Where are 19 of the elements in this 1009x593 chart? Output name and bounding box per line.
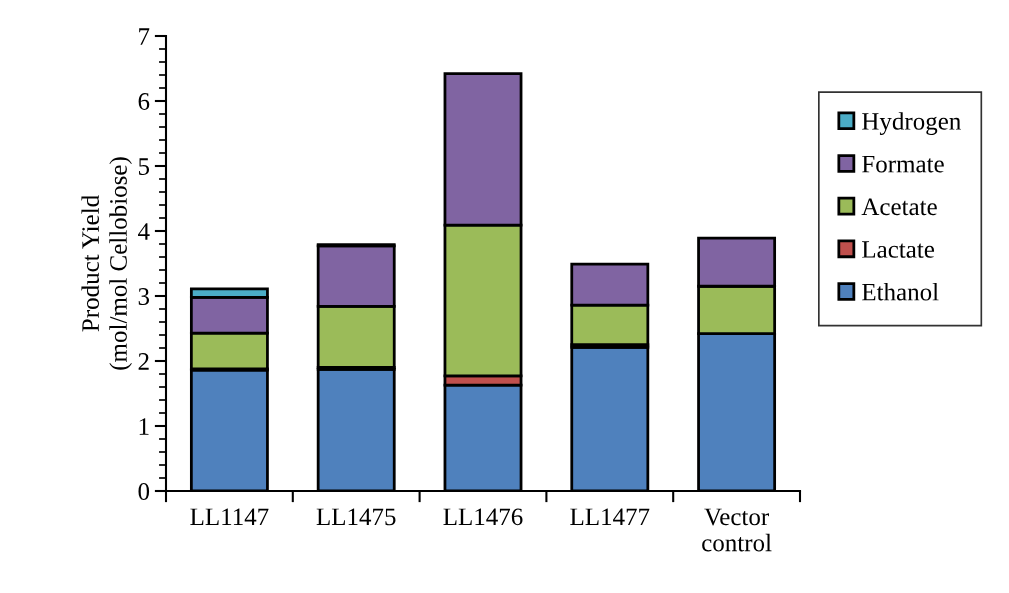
y-tick-label: 1: [139, 418, 149, 435]
y-tick-label: 7: [139, 28, 150, 45]
x-tick-label: LL1476: [443, 508, 523, 526]
legend-label: Lactate: [862, 241, 935, 258]
y-tick-label: 6: [138, 93, 150, 110]
x-tick-label: LL1477: [570, 508, 650, 526]
x-tick-label: LL1147: [190, 508, 269, 526]
x-tick-label: Vector control: [702, 508, 772, 552]
legend-label: Ethanol: [862, 282, 939, 301]
y-axis-title: Product Yield (mol/mol Cellobiose): [81, 157, 132, 370]
y-tick-label: 0: [138, 483, 150, 500]
y-tick-label: 5: [138, 158, 150, 175]
legend-label: Acetate: [861, 198, 937, 216]
y-tick-label: 2: [138, 353, 149, 370]
legend-label: Formate: [862, 155, 944, 173]
x-tick-label: LL1475: [316, 508, 396, 526]
legend-label: Hydrogen: [862, 112, 961, 135]
y-tick-label: 4: [138, 223, 150, 240]
y-tick-label: 3: [138, 288, 150, 305]
